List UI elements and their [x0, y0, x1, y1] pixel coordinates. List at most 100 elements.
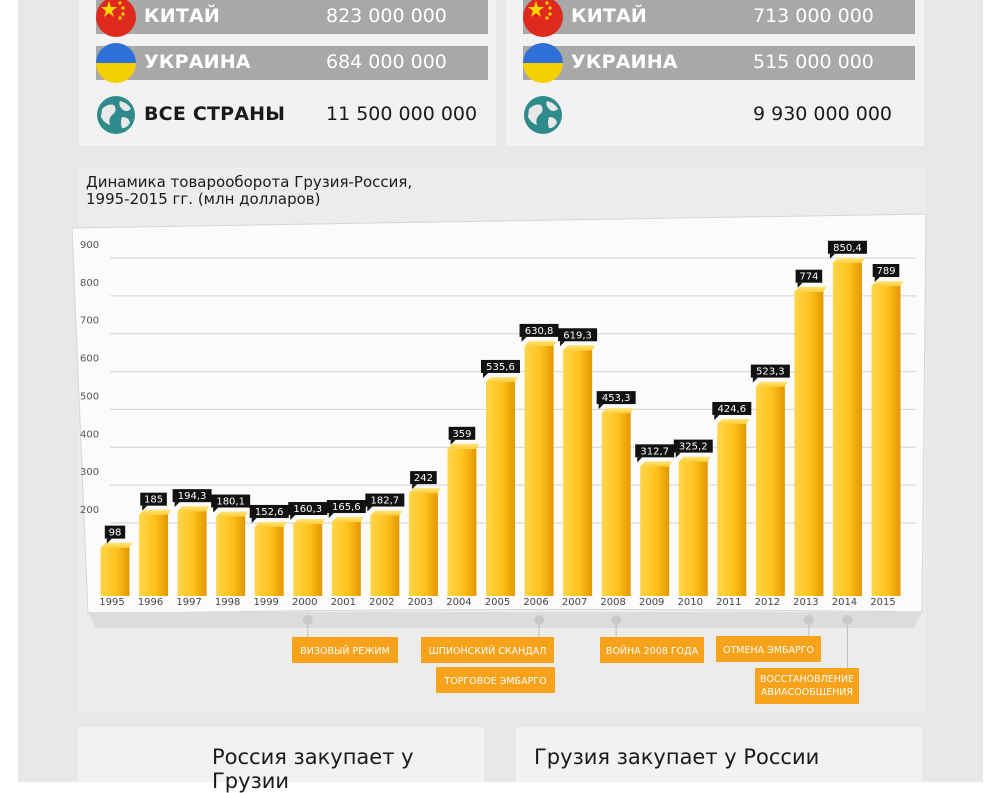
x-tick-label: 2011: [716, 597, 741, 608]
svg-text:ВИЗОВЫЙ РЕЖИМ: ВИЗОВЫЙ РЕЖИМ: [300, 645, 390, 657]
lower-right-panel: Грузия закупает у России: [516, 727, 922, 782]
event-annotation: ШПИОНСКИЙ СКАНДАЛ: [421, 615, 554, 663]
data-label: 630,8: [519, 323, 559, 342]
y-tick-label: 700: [80, 316, 99, 327]
country-name: КИТАЙ: [144, 5, 220, 27]
data-label: 160,3: [288, 502, 328, 521]
chart-floor: [88, 612, 922, 628]
bar: [640, 461, 673, 596]
table-row: ВСЕ СТРАНЫ 11 500 000 000: [96, 95, 488, 135]
china-flag-icon: [101, 1, 125, 20]
bar: [216, 511, 249, 596]
bar: [563, 345, 596, 596]
table-row: УКРАИНА 515 000 000: [523, 43, 915, 83]
x-tick-label: 2005: [485, 597, 510, 608]
bar: [100, 542, 133, 596]
country-value: 9 930 000 000: [753, 103, 893, 125]
svg-text:242: 242: [414, 473, 433, 484]
y-tick-label: 400: [80, 429, 99, 440]
x-tick-label: 2003: [408, 597, 433, 608]
svg-text:160,3: 160,3: [293, 504, 322, 515]
svg-text:312,7: 312,7: [640, 446, 669, 457]
country-value: 823 000 000: [326, 5, 447, 27]
data-label: 180,1: [211, 494, 251, 513]
svg-text:535,6: 535,6: [486, 362, 515, 373]
china-flag-icon: [96, 0, 136, 37]
data-label: 242: [410, 471, 437, 490]
bar: [678, 456, 711, 596]
svg-text:ВОЙНА 2008 ГОДА: ВОЙНА 2008 ГОДА: [606, 645, 699, 657]
bar: [871, 281, 904, 596]
x-tick-label: 2002: [369, 597, 394, 608]
country-value: 713 000 000: [753, 5, 874, 27]
svg-text:ОТМЕНА ЭМБАРГО: ОТМЕНА ЭМБАРГО: [723, 645, 814, 656]
bar: [139, 509, 172, 596]
ukraine-flag-icon: [523, 43, 563, 83]
x-tick-label: 2008: [600, 597, 625, 608]
country-name: УКРАИНА: [571, 51, 678, 73]
svg-text:152,6: 152,6: [255, 507, 284, 518]
country-value: 11 500 000 000: [326, 103, 478, 125]
svg-text:789: 789: [876, 266, 895, 277]
svg-text:ВОССТАНОВЛЕНИЕ: ВОССТАНОВЛЕНИЕ: [760, 674, 854, 685]
data-label: 182,7: [365, 493, 405, 512]
table-row: КИТАЙ 823 000 000: [96, 0, 488, 37]
right-country-panel: КИТАЙ 713 000 000 УКРАИНА 515 000 000 9 …: [506, 0, 924, 146]
bar: [717, 418, 750, 596]
y-tick-label: 500: [80, 391, 99, 402]
svg-text:325,2: 325,2: [679, 442, 708, 453]
country-value: 515 000 000: [753, 51, 874, 73]
svg-text:619,3: 619,3: [563, 330, 592, 341]
svg-text:630,8: 630,8: [525, 326, 554, 337]
data-label: 789: [872, 264, 900, 283]
bar: [447, 443, 480, 596]
bar-chart: 200 300 400 500 600 700 800 900 98 185 194,3 180,1…: [71, 213, 927, 704]
svg-text:ТОРГОВОЕ ЭМБАРГО: ТОРГОВОЕ ЭМБАРГО: [443, 676, 546, 687]
x-tick-label: 2009: [639, 597, 664, 608]
chart-title-line: 1995-2015 гг. (млн долларов): [86, 190, 321, 208]
y-tick-label: 800: [80, 278, 99, 289]
y-tick-label: 200: [80, 505, 99, 516]
event-annotation: ТОРГОВОЕ ЭМБАРГО: [436, 667, 555, 693]
svg-text:774: 774: [799, 272, 818, 283]
y-tick-label: 600: [80, 354, 99, 365]
data-label: 619,3: [558, 328, 598, 347]
data-label: 850,4: [827, 240, 867, 259]
ukraine-flag-icon: [96, 43, 136, 83]
x-tick-label: 1997: [176, 597, 201, 608]
svg-text:850,4: 850,4: [833, 243, 862, 254]
y-tick-label: 300: [80, 467, 99, 478]
svg-text:523,3: 523,3: [756, 367, 785, 378]
globe-icon: [524, 96, 562, 134]
bar: [486, 376, 518, 596]
country-name: КИТАЙ: [571, 5, 647, 27]
x-tick-label: 2004: [446, 597, 471, 608]
x-tick-label: 2015: [870, 597, 895, 608]
x-tick-label: 2012: [755, 597, 780, 608]
country-value: 684 000 000: [326, 51, 447, 73]
data-label: 312,7: [635, 444, 675, 463]
globe-icon: [523, 95, 563, 135]
svg-text:185: 185: [144, 495, 163, 506]
svg-text:98: 98: [109, 528, 122, 539]
china-flag-icon: [523, 0, 563, 37]
globe-icon: [97, 96, 135, 134]
svg-text:359: 359: [452, 429, 471, 440]
bar: [370, 510, 403, 596]
svg-text:180,1: 180,1: [216, 497, 245, 508]
bar: [331, 517, 364, 596]
svg-text:ШПИОНСКИЙ СКАНДАЛ: ШПИОНСКИЙ СКАНДАЛ: [429, 645, 547, 657]
event-annotation: ВОЙНА 2008 ГОДА: [600, 615, 704, 663]
x-tick-label: 1996: [138, 597, 163, 608]
globe-icon: [96, 95, 136, 135]
bar: [601, 408, 634, 596]
x-tick-label: 2007: [562, 597, 587, 608]
data-label: 774: [795, 269, 823, 288]
x-tick-label: 2013: [793, 597, 818, 608]
chart-title: Динамика товарооборота Грузия-Россия, 19…: [86, 174, 412, 208]
x-tick-label: 2010: [678, 597, 703, 608]
georgia-buys-title: Грузия закупает у России: [534, 745, 820, 769]
y-tick-label: 900: [80, 240, 99, 251]
bar: [293, 519, 326, 596]
svg-text:АВИАСООБЩЕНИЯ: АВИАСООБЩЕНИЯ: [761, 687, 853, 698]
